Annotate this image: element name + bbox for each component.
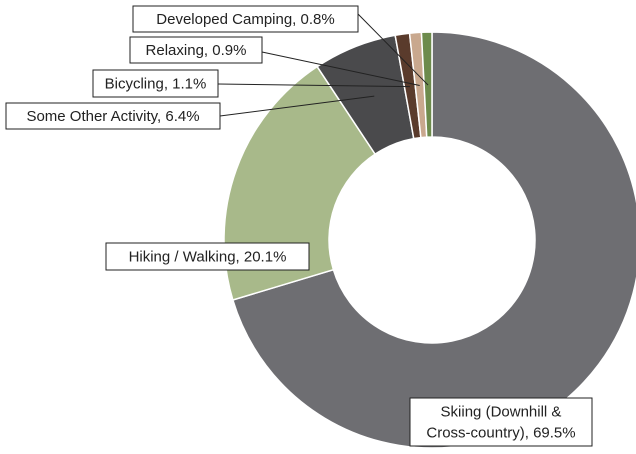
donut-slice <box>223 65 377 301</box>
data-label: Developed Camping, 0.8% <box>156 11 334 28</box>
leader-line <box>219 95 375 117</box>
label-box <box>92 69 219 98</box>
leader-line <box>261 51 420 86</box>
donut-slice <box>420 31 433 138</box>
leader-line <box>357 13 429 86</box>
data-label: Hiking / Walking, 20.1% <box>129 248 287 265</box>
leader-line <box>217 83 410 88</box>
data-label: Skiing (Downhill & <box>441 403 562 420</box>
data-label: Cross-country), 69.5% <box>426 424 575 441</box>
data-label: Relaxing, 0.9% <box>146 42 247 59</box>
label-box <box>129 36 263 64</box>
label-box <box>5 102 221 130</box>
donut-slice <box>231 31 636 449</box>
data-label: Some Other Activity, 6.4% <box>26 108 199 125</box>
label-box <box>409 397 593 447</box>
data-label: Bicycling, 1.1% <box>105 75 207 92</box>
label-box <box>105 242 310 271</box>
label-box <box>132 5 359 33</box>
